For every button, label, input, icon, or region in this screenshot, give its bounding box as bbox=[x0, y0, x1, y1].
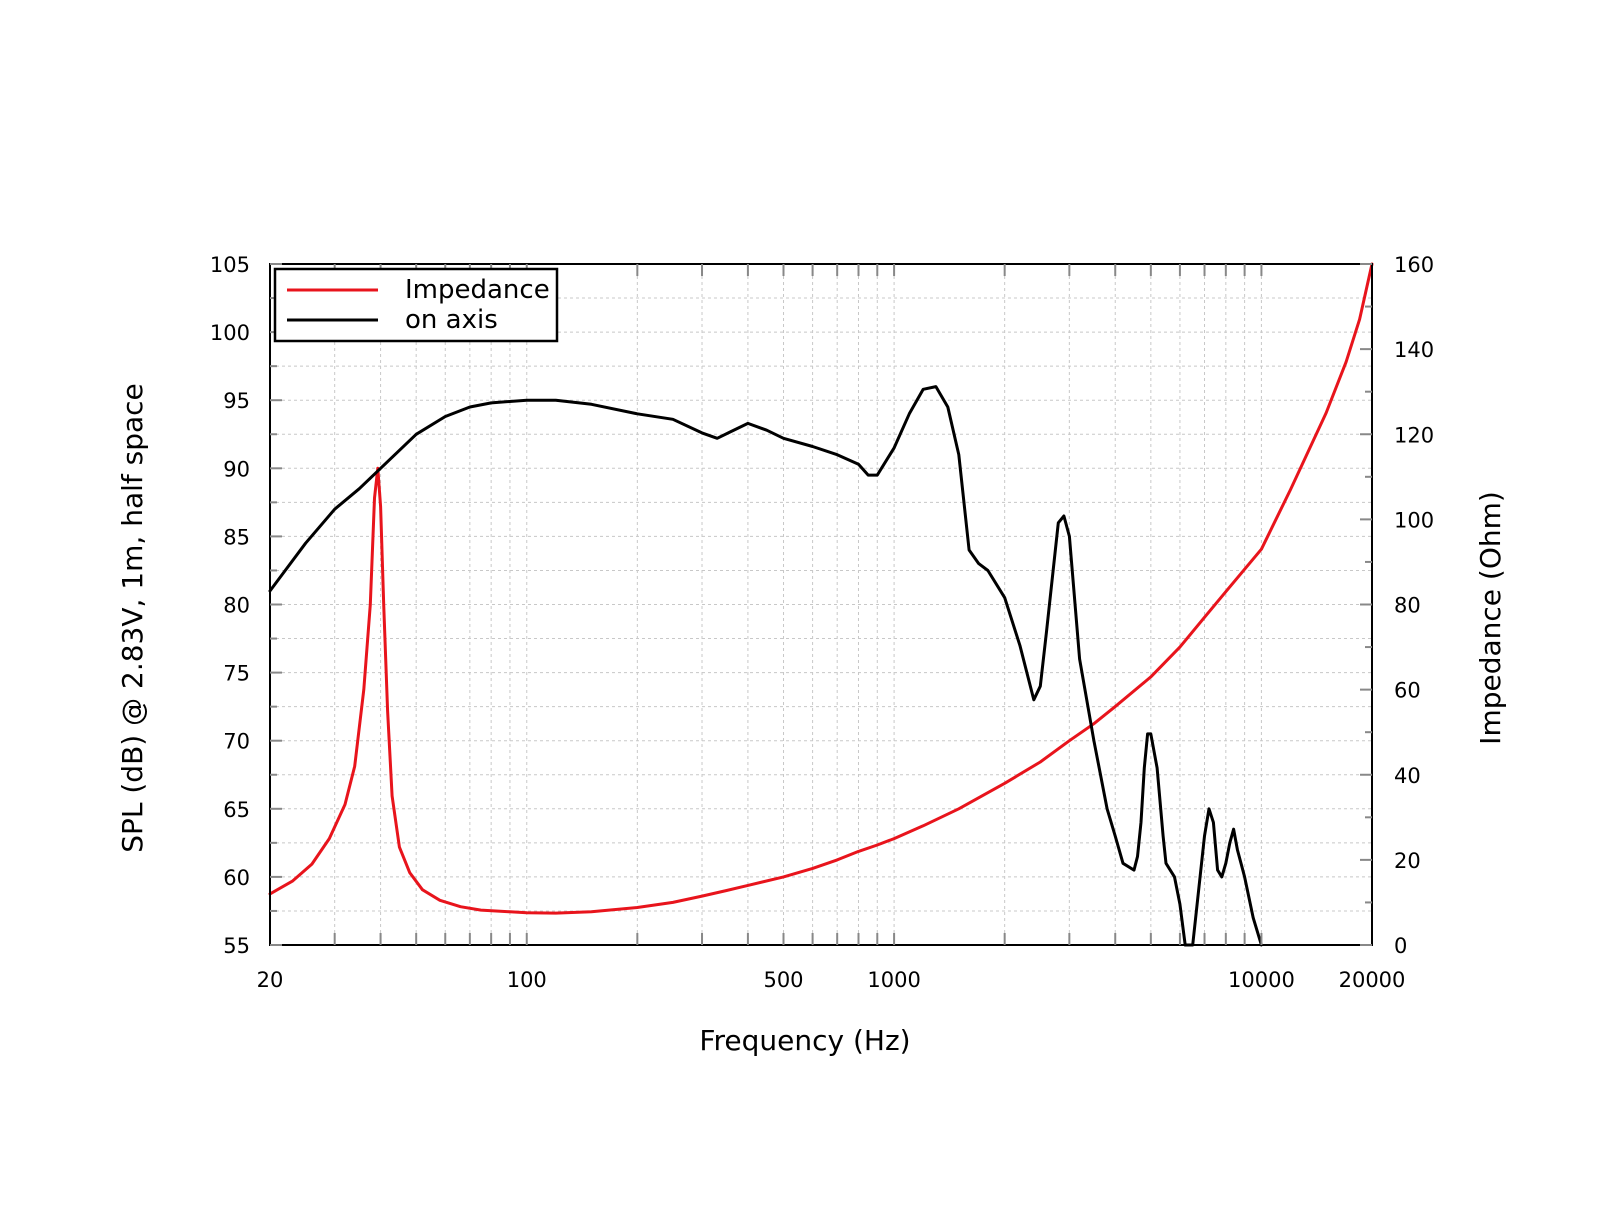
x-tick-label: 500 bbox=[763, 968, 803, 992]
series-line-impedance bbox=[268, 262, 1374, 915]
y-tick-label: 105 bbox=[210, 253, 250, 277]
x-tick-label: 20 bbox=[257, 968, 284, 992]
y-tick-label: 100 bbox=[210, 321, 250, 345]
y-tick-label: 75 bbox=[223, 662, 250, 686]
x-tick-label: 20000 bbox=[1339, 968, 1406, 992]
y2-tick-label: 20 bbox=[1394, 849, 1421, 873]
y-tick-label: 90 bbox=[223, 457, 250, 481]
x-tick-label: 1000 bbox=[867, 968, 920, 992]
y2-tick-label: 60 bbox=[1394, 679, 1421, 703]
y-tick-label: 55 bbox=[223, 934, 250, 958]
x-axis-title: Frequency (Hz) bbox=[699, 1024, 910, 1057]
y-tick-label: 80 bbox=[223, 594, 250, 618]
y-tick-label: 65 bbox=[223, 798, 250, 822]
legend-label-on-axis: on axis bbox=[405, 305, 498, 335]
y2-tick-label: 120 bbox=[1394, 423, 1434, 447]
y2-axis-title: Impedance (Ohm) bbox=[1474, 491, 1507, 745]
legend-box bbox=[273, 267, 559, 343]
tick-labels: 20 100 500 1000 10000 20000556065707580859095… bbox=[210, 253, 1434, 992]
y2-tick-label: 160 bbox=[1394, 253, 1434, 277]
series-line-on-axis bbox=[268, 385, 1263, 947]
legend-label-impedance: Impedance bbox=[405, 275, 550, 305]
series-lines bbox=[268, 262, 1374, 947]
y2-tick-label: 0 bbox=[1394, 934, 1407, 958]
y-tick-label: 60 bbox=[223, 866, 250, 890]
y-tick-label: 70 bbox=[223, 730, 250, 754]
y-tick-label: 95 bbox=[223, 389, 250, 413]
x-tick-label: 100 bbox=[507, 968, 547, 992]
y-axis-title: SPL (dB) @ 2.83V, 1m, half space bbox=[116, 383, 149, 853]
x-tick-label: 10000 bbox=[1228, 968, 1295, 992]
y2-tick-label: 80 bbox=[1394, 594, 1421, 618]
y-tick-label: 85 bbox=[223, 525, 250, 549]
y2-tick-label: 40 bbox=[1394, 764, 1421, 788]
legend: Impedance on axis bbox=[273, 267, 559, 343]
y2-tick-label: 140 bbox=[1394, 338, 1434, 362]
grid-lines bbox=[270, 264, 1372, 945]
y2-tick-label: 100 bbox=[1394, 508, 1434, 532]
